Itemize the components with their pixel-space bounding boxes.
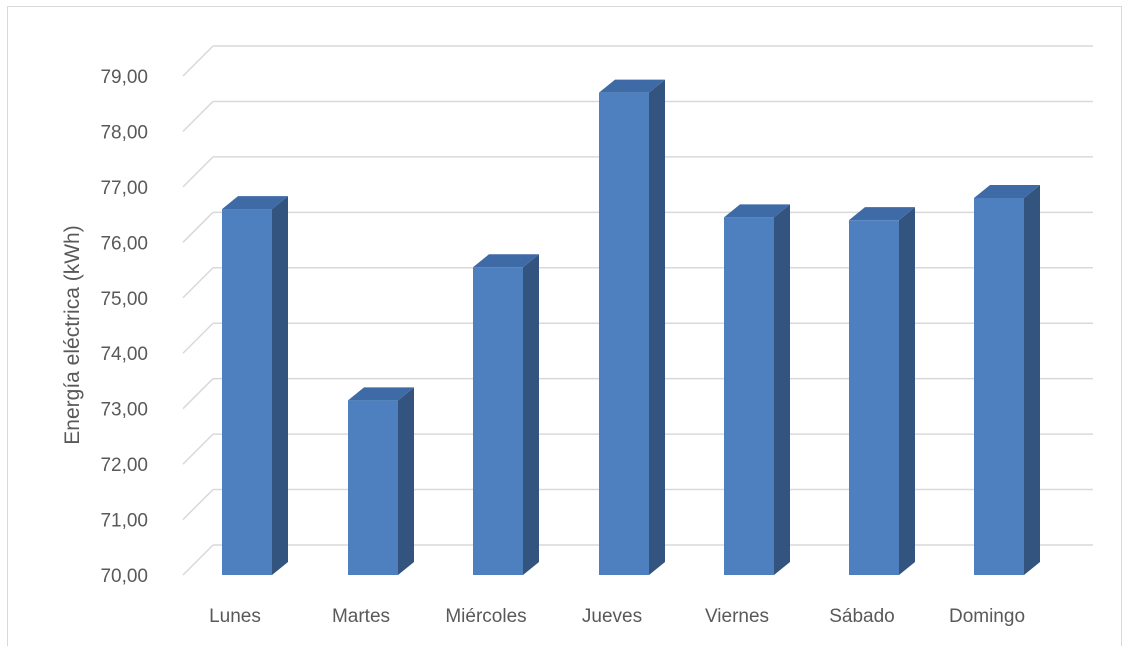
y-tick-label: 78,00 (100, 122, 148, 143)
bar-top (348, 387, 414, 401)
gridline-diag (182, 544, 214, 576)
bar-top (724, 204, 790, 218)
bar-top (974, 184, 1040, 198)
gridline-diag (182, 489, 214, 521)
bar-top (849, 207, 915, 221)
y-axis-label: Energía eléctrica (kWh) (61, 225, 84, 444)
bar (348, 387, 414, 575)
x-category-label: Sábado (829, 606, 895, 627)
x-category-label: Domingo (949, 606, 1025, 627)
bar-top (599, 79, 665, 93)
bar-top (473, 254, 539, 268)
x-category-label: Lunes (209, 606, 261, 627)
y-tick-label: 73,00 (100, 400, 148, 421)
bar (974, 184, 1040, 575)
bar-front (473, 267, 523, 575)
bar-side (398, 387, 414, 575)
y-tick-label: 76,00 (100, 233, 148, 254)
gridline-diag (182, 156, 214, 188)
bar (473, 254, 539, 576)
bar-front (348, 400, 398, 575)
bar-front (724, 217, 774, 575)
gridline-diag (182, 378, 214, 410)
gridline-diag (182, 267, 214, 299)
x-category-label: Miércoles (445, 606, 526, 627)
y-tick-label: 74,00 (100, 344, 148, 365)
gridline-diag (182, 100, 214, 132)
bar-side (1024, 184, 1040, 575)
x-axis-categories: Lunes Martes Miércoles Jueves Viernes Sábado D… (209, 606, 1025, 627)
x-category-label: Jueves (582, 606, 642, 627)
bar-front (222, 209, 272, 576)
bar-top (222, 196, 288, 210)
bar-side (899, 207, 915, 575)
chart-frame (7, 6, 1122, 646)
bar (599, 79, 665, 575)
x-category-label: Viernes (705, 606, 769, 627)
y-tick-label: 77,00 (100, 178, 148, 199)
gridline-diag (182, 322, 214, 354)
y-tick-label: 70,00 (100, 566, 148, 587)
y-axis-ticks: 70,00 71,00 72,00 73,00 74,00 75,00 76,00 77,00… (100, 67, 148, 587)
bar-front (974, 197, 1024, 575)
gridline-diag (182, 45, 214, 77)
gridline-diag (182, 211, 214, 243)
bars (222, 79, 1040, 576)
bar-front (849, 220, 899, 575)
y-tick-label: 75,00 (100, 289, 148, 310)
y-tick-label: 72,00 (100, 455, 148, 476)
bar (724, 204, 790, 575)
gridline-diag (182, 433, 214, 465)
bar (849, 207, 915, 575)
bar-front (599, 92, 649, 575)
bar-side (272, 196, 288, 576)
y-tick-label: 71,00 (100, 511, 148, 532)
bar-side (774, 204, 790, 575)
bar-side (649, 79, 665, 575)
bar-side (523, 254, 539, 576)
bar (222, 196, 288, 576)
y-tick-label: 79,00 (100, 67, 148, 88)
x-category-label: Martes (332, 606, 390, 627)
